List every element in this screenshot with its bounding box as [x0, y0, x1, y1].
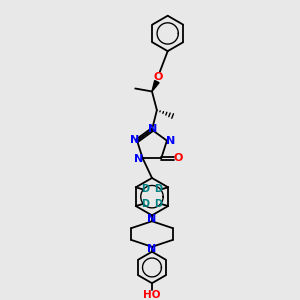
- Text: D: D: [154, 184, 162, 194]
- Text: O: O: [173, 153, 183, 163]
- Text: N: N: [130, 135, 140, 145]
- Text: N: N: [147, 214, 157, 224]
- Text: D: D: [142, 199, 150, 209]
- Text: HO: HO: [143, 290, 161, 300]
- Text: D: D: [154, 199, 162, 209]
- Text: N: N: [166, 136, 176, 146]
- Text: D: D: [142, 184, 150, 194]
- Text: N: N: [148, 124, 158, 134]
- Text: N: N: [134, 154, 143, 164]
- Polygon shape: [152, 80, 159, 92]
- Text: O: O: [153, 72, 163, 82]
- Text: N: N: [147, 244, 157, 254]
